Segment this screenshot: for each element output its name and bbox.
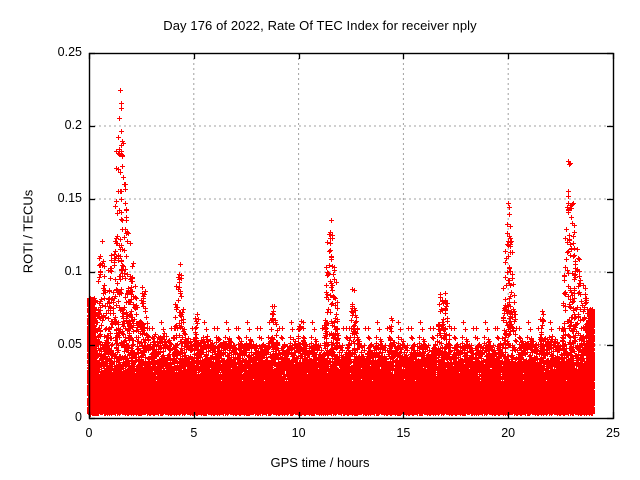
y-tick-label: 0.05 [57, 337, 82, 351]
y-tick-label: 0.15 [57, 191, 82, 205]
x-tick-label: 0 [85, 426, 93, 440]
x-tick-label: 20 [501, 426, 516, 440]
y-axis-tick-labels: 0 0.05 0.1 0.15 0.2 0.25 [20, 0, 82, 480]
chart-title: Day 176 of 2022, Rate Of TEC Index for r… [163, 18, 477, 33]
y-tick-label: 0 [75, 410, 82, 424]
x-tick-label: 10 [291, 426, 306, 440]
axis-ticks [88, 52, 615, 420]
x-tick-label: 5 [190, 426, 198, 440]
y-tick-label: 0.2 [64, 118, 82, 132]
y-tick-label: 0.1 [64, 264, 82, 278]
y-tick-label: 0.25 [57, 45, 82, 59]
x-tick-label: 15 [396, 426, 411, 440]
x-tick-label: 25 [606, 426, 620, 440]
x-axis-label: GPS time / hours [270, 455, 370, 470]
plot-frame [88, 52, 615, 420]
